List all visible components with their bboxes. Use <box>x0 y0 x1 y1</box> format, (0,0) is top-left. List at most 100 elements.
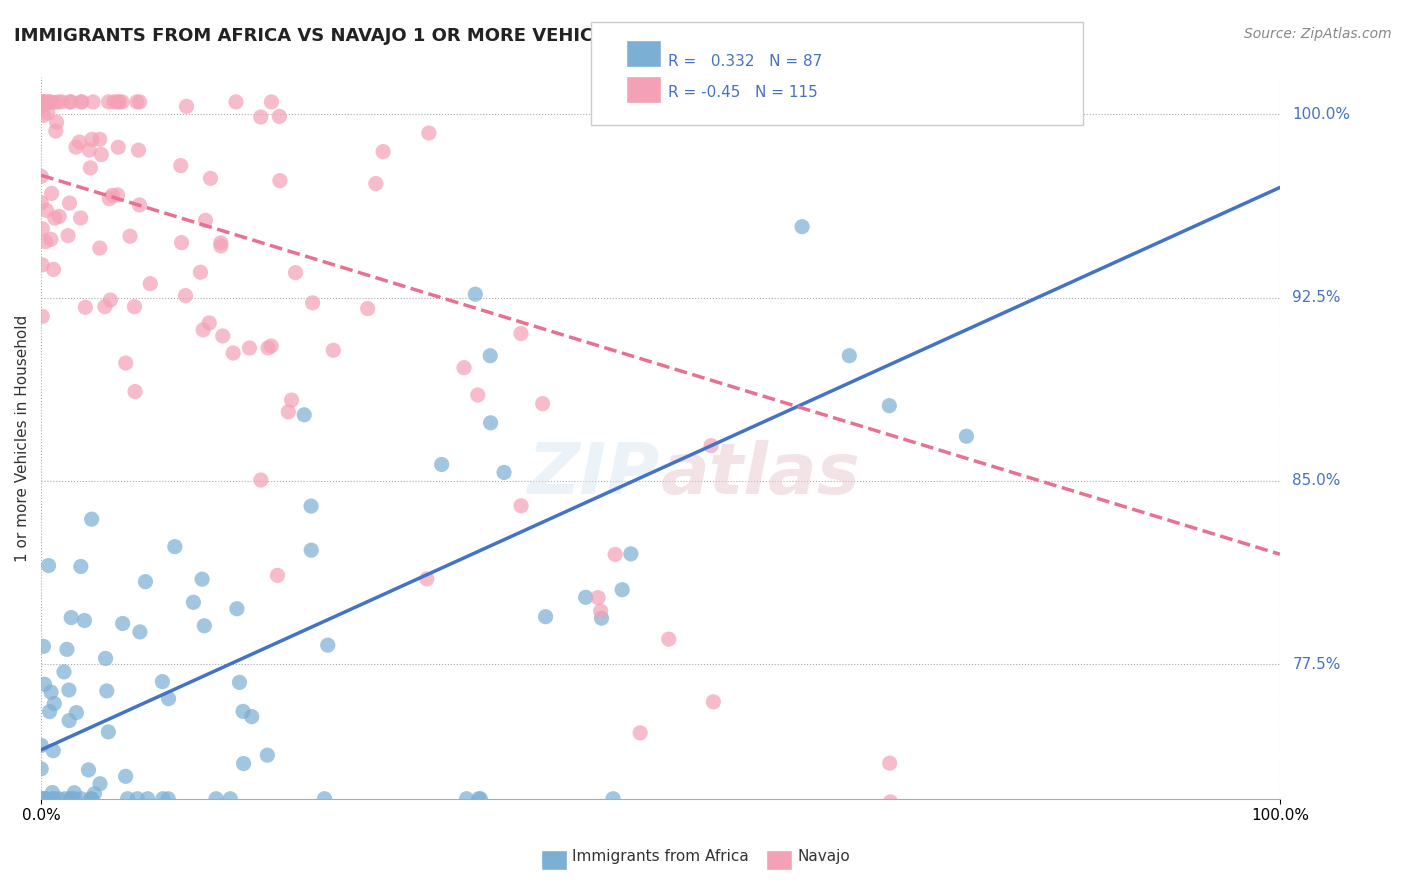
Point <box>211 329 233 343</box>
Point <box>107 95 129 109</box>
Point <box>31 98 53 112</box>
Point <box>170 159 193 173</box>
Point <box>124 300 146 314</box>
Point <box>111 95 134 109</box>
Point <box>31 221 53 235</box>
Point <box>80 512 103 526</box>
Text: IMMIGRANTS FROM AFRICA VS NAVAJO 1 OR MORE VEHICLES IN HOUSEHOLD CORRELATION CHA: IMMIGRANTS FROM AFRICA VS NAVAJO 1 OR MO… <box>14 27 1012 45</box>
Point <box>79 143 101 157</box>
Point <box>32 95 55 109</box>
Point <box>955 429 977 443</box>
Point <box>183 595 205 609</box>
Point <box>107 140 129 154</box>
Point <box>53 791 76 805</box>
Point <box>32 791 55 805</box>
Point <box>59 95 82 109</box>
Point <box>94 651 117 665</box>
Point <box>838 349 860 363</box>
Point <box>103 95 125 109</box>
Point <box>256 748 278 763</box>
Text: Navajo: Navajo <box>797 849 851 864</box>
Point <box>48 210 70 224</box>
Point <box>42 791 65 805</box>
Point <box>98 293 121 307</box>
Point <box>292 408 315 422</box>
Point <box>269 110 291 124</box>
Point <box>128 143 150 157</box>
Point <box>152 791 174 805</box>
Point <box>30 169 52 184</box>
Point <box>150 674 173 689</box>
Point <box>58 714 80 728</box>
Point <box>702 695 724 709</box>
Point <box>299 543 322 558</box>
Point <box>176 99 198 113</box>
Point <box>31 258 53 272</box>
Point <box>260 339 283 353</box>
Point <box>586 591 609 605</box>
Point <box>58 683 80 698</box>
Text: R = -0.45   N = 115: R = -0.45 N = 115 <box>668 85 818 100</box>
Point <box>174 288 197 302</box>
Point <box>364 177 387 191</box>
Point <box>59 791 82 805</box>
Point <box>53 665 76 679</box>
Point <box>82 95 104 109</box>
Point <box>479 416 502 430</box>
Point <box>94 300 117 314</box>
Point <box>35 791 58 805</box>
Point <box>371 145 394 159</box>
Point <box>39 232 62 246</box>
Point <box>45 124 67 138</box>
Point <box>602 791 624 805</box>
Point <box>257 341 280 355</box>
Point <box>59 791 82 805</box>
Text: Source: ZipAtlas.com: Source: ZipAtlas.com <box>1244 27 1392 41</box>
Point <box>38 558 60 573</box>
Point <box>163 540 186 554</box>
Point <box>79 161 101 175</box>
Point <box>222 346 245 360</box>
Point <box>63 791 86 805</box>
Point <box>34 235 56 249</box>
Point <box>494 466 516 480</box>
Y-axis label: 1 or more Vehicles in Household: 1 or more Vehicles in Household <box>15 315 30 562</box>
Point <box>96 684 118 698</box>
Point <box>39 685 62 699</box>
Point <box>139 277 162 291</box>
Point <box>38 95 60 109</box>
Point <box>44 211 66 226</box>
Point <box>37 106 59 120</box>
Point <box>209 235 232 250</box>
Point <box>59 95 82 109</box>
Point <box>228 675 250 690</box>
Point <box>31 95 53 109</box>
Point <box>260 95 283 109</box>
Point <box>70 95 93 109</box>
Point <box>191 323 214 337</box>
Point <box>30 791 52 805</box>
Point <box>89 241 111 255</box>
Point <box>63 786 86 800</box>
Point <box>470 791 492 805</box>
Point <box>232 705 254 719</box>
Text: 85.0%: 85.0% <box>1292 474 1341 489</box>
Point <box>107 187 129 202</box>
Point <box>416 572 439 586</box>
Point <box>118 229 141 244</box>
Point <box>111 616 134 631</box>
Point <box>30 739 52 753</box>
Point <box>58 196 80 211</box>
Point <box>620 547 643 561</box>
Point <box>531 397 554 411</box>
Point <box>879 795 901 809</box>
Point <box>190 265 212 279</box>
Text: ZIP: ZIP <box>529 440 661 508</box>
Point <box>70 95 93 109</box>
Point <box>90 147 112 161</box>
Point <box>430 458 453 472</box>
Point <box>316 638 339 652</box>
Point <box>77 763 100 777</box>
Point <box>51 95 73 109</box>
Point <box>34 791 56 805</box>
